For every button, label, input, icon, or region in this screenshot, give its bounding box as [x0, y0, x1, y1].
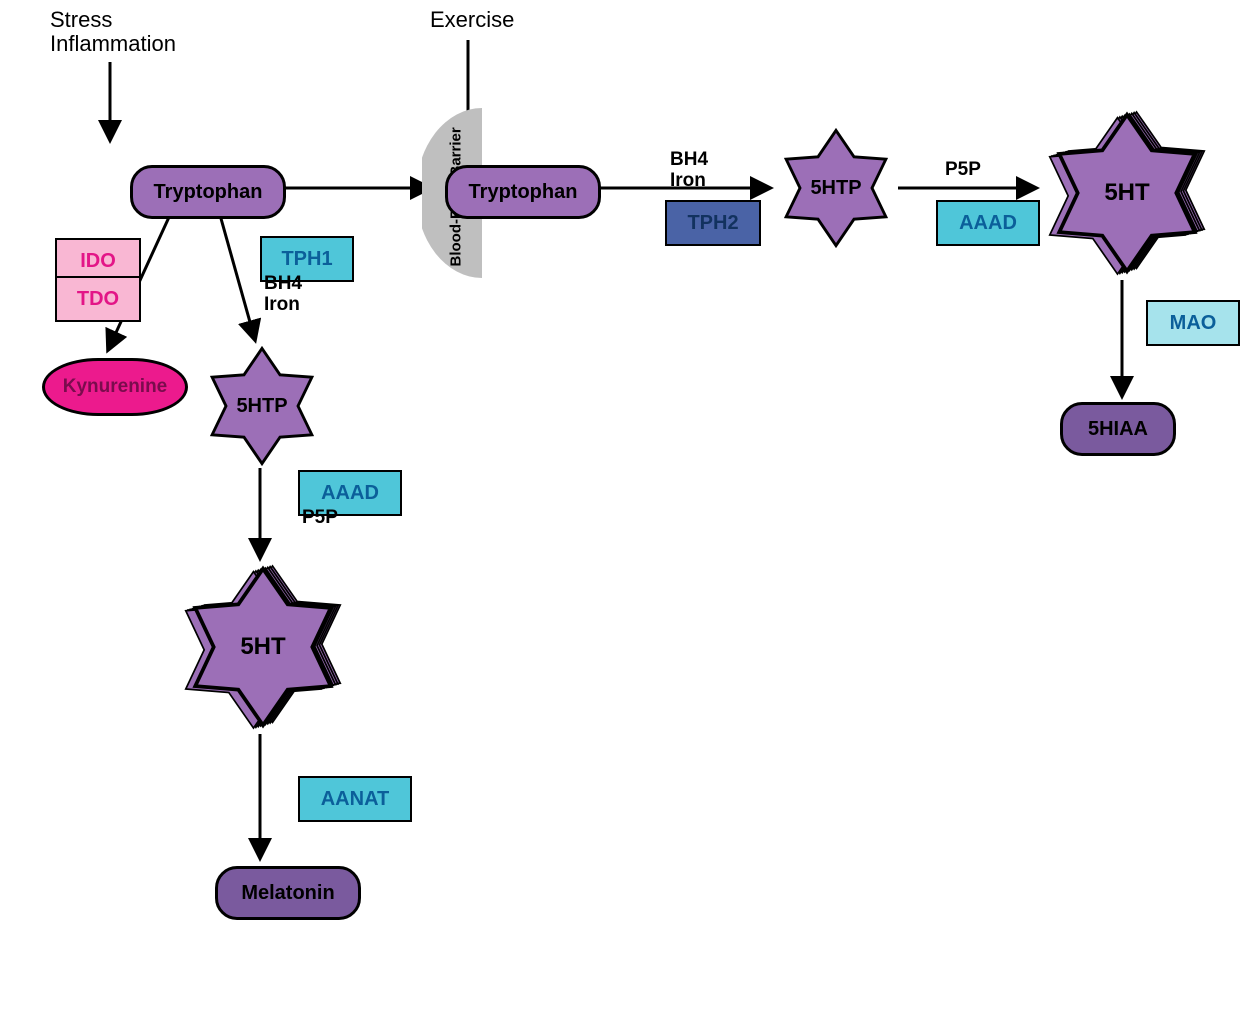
mao-enzyme: MAO: [1146, 300, 1240, 346]
5htp-brain-label: 5HTP: [810, 177, 861, 200]
tph1-label: TPH1: [281, 248, 332, 271]
aaad-periph-label: AAAD: [321, 482, 379, 505]
5hiaa-label: 5HIAA: [1088, 418, 1148, 441]
5ht-brain: 5HT: [1042, 108, 1212, 278]
aanat-label: AANAT: [321, 788, 390, 811]
tryptophan-peripheral-label: Tryptophan: [154, 181, 263, 204]
tdo-label: TDO: [77, 288, 119, 311]
5htp-peripheral: 5HTP: [202, 346, 322, 466]
aaad-brain-label: AAAD: [959, 212, 1017, 235]
tryptophan-peripheral: Tryptophan: [130, 165, 286, 219]
bh4-iron-peripheral: BH4 Iron: [264, 274, 302, 316]
mao-label: MAO: [1170, 312, 1217, 335]
melatonin-label: Melatonin: [241, 882, 334, 905]
stress-inflammation-label: Stress Inflammation: [50, 8, 176, 56]
tryptophan-brain-label: Tryptophan: [469, 181, 578, 204]
p5p-brain: P5P: [945, 160, 981, 181]
5ht-peripheral-label: 5HT: [240, 633, 285, 661]
tryptophan-brain: Tryptophan: [445, 165, 601, 219]
5htp-brain: 5HTP: [776, 128, 896, 248]
5hiaa-node: 5HIAA: [1060, 402, 1176, 456]
ido-label: IDO: [80, 250, 116, 273]
exercise-label: Exercise: [430, 8, 514, 32]
aaad-brain-enzyme: AAAD: [936, 200, 1040, 246]
kynurenine-label: Kynurenine: [63, 376, 168, 398]
bh4-iron-brain: BH4 Iron: [670, 150, 708, 192]
tph2-label: TPH2: [687, 212, 738, 235]
kynurenine-node: Kynurenine: [42, 358, 188, 416]
diagram-canvas: Stress Inflammation Exercise Blood-Brain…: [0, 0, 1246, 1016]
5htp-peripheral-label: 5HTP: [236, 395, 287, 418]
aanat-enzyme: AANAT: [298, 776, 412, 822]
p5p-peripheral: P5P: [302, 508, 338, 529]
5ht-peripheral: 5HT: [178, 562, 348, 732]
tph2-enzyme: TPH2: [665, 200, 761, 246]
melatonin-node: Melatonin: [215, 866, 361, 920]
tdo-enzyme: TDO: [55, 276, 141, 322]
5ht-brain-label: 5HT: [1104, 179, 1149, 207]
arrow-trp-to-5htp-periph: [220, 215, 255, 340]
